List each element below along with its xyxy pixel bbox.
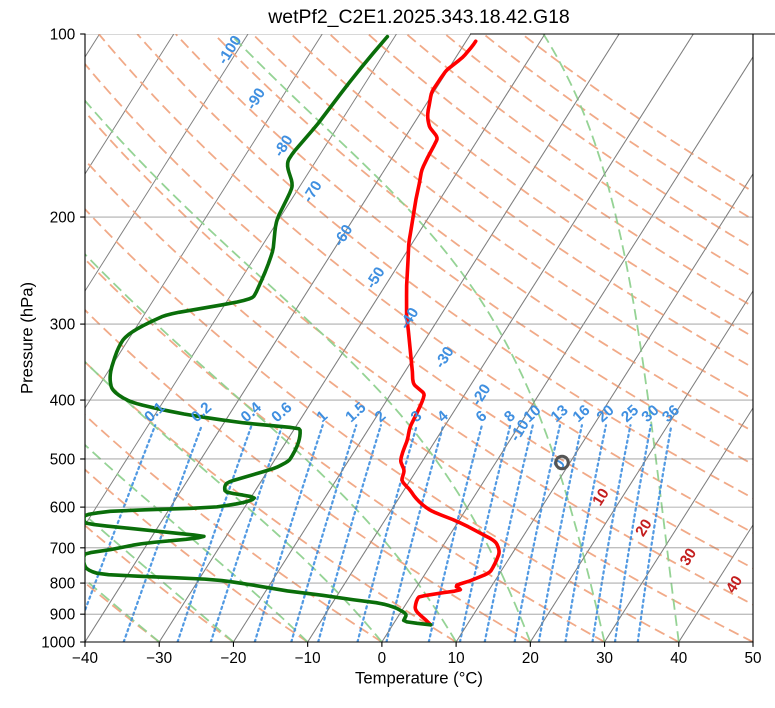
svg-text:300: 300: [50, 317, 75, 334]
svg-text:40: 40: [670, 650, 687, 667]
svg-text:400: 400: [50, 393, 75, 410]
svg-text:900: 900: [50, 607, 75, 624]
svg-text:800: 800: [50, 576, 75, 593]
svg-text:Temperature (°C): Temperature (°C): [355, 669, 483, 688]
svg-text:−10: −10: [295, 650, 321, 667]
svg-text:10: 10: [448, 650, 465, 667]
svg-text:−20: −20: [220, 650, 246, 667]
svg-text:30: 30: [596, 650, 613, 667]
svg-text:−40: −40: [72, 650, 98, 667]
svg-text:600: 600: [50, 500, 75, 517]
svg-text:500: 500: [50, 452, 75, 469]
svg-text:0: 0: [378, 650, 387, 667]
svg-text:−30: −30: [146, 650, 172, 667]
svg-text:Pressure (hPa): Pressure (hPa): [17, 282, 36, 394]
svg-text:20: 20: [522, 650, 539, 667]
svg-text:100: 100: [50, 27, 75, 44]
svg-text:700: 700: [50, 540, 75, 557]
svg-text:50: 50: [745, 650, 762, 667]
svg-text:wetPf2_C2E1.2025.343.18.42.G18: wetPf2_C2E1.2025.343.18.42.G18: [267, 6, 570, 28]
svg-text:200: 200: [50, 210, 75, 227]
svg-text:1000: 1000: [41, 635, 75, 652]
